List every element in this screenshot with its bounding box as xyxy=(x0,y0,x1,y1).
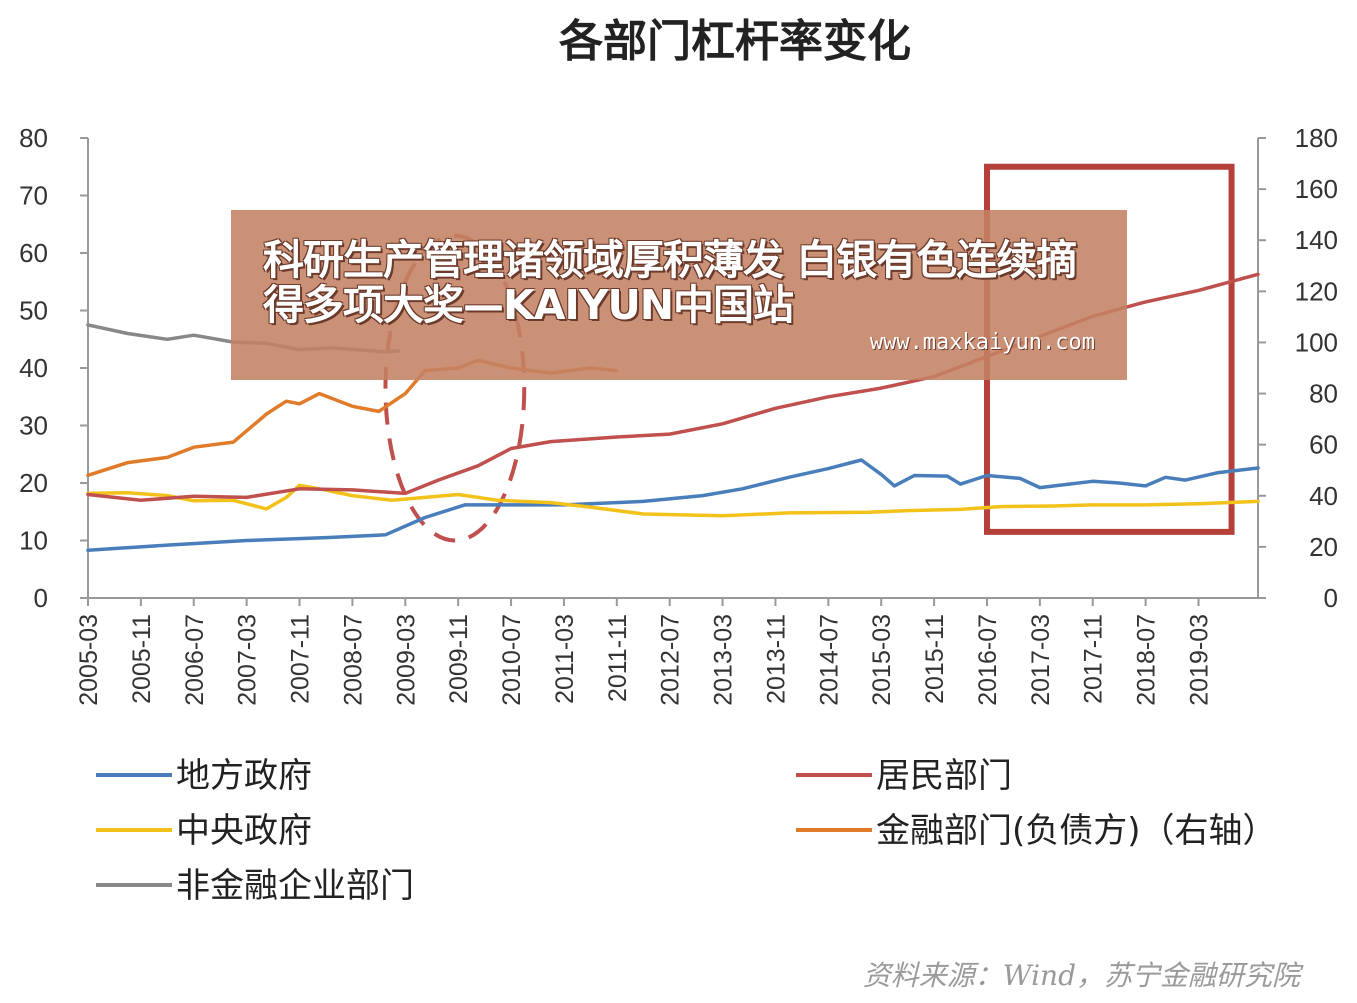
left-tick-label: 50 xyxy=(19,296,48,326)
left-tick-label: 30 xyxy=(19,411,48,441)
x-tick-label: 2017-11 xyxy=(1080,614,1108,704)
x-tick-label: 2015-11 xyxy=(921,614,949,704)
left-tick-label: 80 xyxy=(19,123,48,153)
x-tick-label: 2005-03 xyxy=(75,614,103,706)
x-tick-label: 2015-03 xyxy=(868,614,896,706)
x-tick-label: 2011-11 xyxy=(604,614,632,702)
legend-label: 金融部门(负债方)（右轴） xyxy=(876,811,1277,851)
right-tick-label: 80 xyxy=(1309,379,1338,409)
right-tick-label: 40 xyxy=(1309,481,1338,511)
right-tick-label: 140 xyxy=(1295,225,1338,255)
x-tick-label: 2016-07 xyxy=(974,614,1002,706)
x-tick-label: 2008-07 xyxy=(339,614,367,706)
x-tick-label: 2013-03 xyxy=(710,614,738,706)
watermark-banner: 科研生产管理诸领域厚积薄发 白银有色连续摘得多项大奖—KAIYUN中国站 www… xyxy=(231,210,1127,380)
x-tick-label: 2012-07 xyxy=(657,614,685,706)
x-tick-label: 2006-07 xyxy=(181,614,209,706)
legend-label: 居民部门 xyxy=(876,756,1012,796)
x-tick-label: 2005-11 xyxy=(128,614,156,704)
source-note: 资料来源：Wind，苏宁金融研究院 xyxy=(863,959,1304,992)
chart-title: 各部门杠杆率变化 xyxy=(559,16,911,67)
x-tick-label: 2014-07 xyxy=(815,614,843,706)
left-tick-label: 20 xyxy=(19,468,48,498)
right-tick-label: 60 xyxy=(1309,430,1338,460)
x-tick-label: 2009-03 xyxy=(392,614,420,706)
x-tick-label: 2007-11 xyxy=(287,614,315,704)
chart-axes: 0 10 20 30 40 50 60 70 80 0 20 40 60 80 100 120 140 160 18… xyxy=(19,123,1338,706)
banner-url: www.maxkaiyun.com xyxy=(869,330,1095,355)
right-tick-label: 160 xyxy=(1295,174,1338,204)
right-tick-label: 20 xyxy=(1309,532,1338,562)
x-tick-label: 2009-11 xyxy=(445,614,473,704)
left-tick-label: 10 xyxy=(19,526,48,556)
series-line xyxy=(86,483,1260,518)
left-tick-label: 70 xyxy=(19,181,48,211)
x-tick-label: 2017-03 xyxy=(1027,614,1055,706)
right-tick-label: 120 xyxy=(1295,276,1338,306)
right-tick-label: 0 xyxy=(1324,583,1338,613)
right-tick-label: 100 xyxy=(1295,327,1338,357)
x-tick-label: 2011-03 xyxy=(551,614,579,704)
series-line xyxy=(86,458,1260,553)
legend-label: 中央政府 xyxy=(176,811,312,851)
legend-label: 非金融企业部门 xyxy=(176,866,414,906)
banner-text: 科研生产管理诸领域厚积薄发 白银有色连续摘得多项大奖—KAIYUN中国站 xyxy=(263,236,1077,329)
x-tick-label: 2010-07 xyxy=(498,614,526,706)
x-tick-label: 2018-07 xyxy=(1133,614,1161,706)
legend-label: 地方政府 xyxy=(176,756,312,796)
x-tick-label: 2007-03 xyxy=(234,614,262,706)
x-tick-label: 2013-11 xyxy=(762,614,790,704)
x-tick-label: 2019-03 xyxy=(1186,614,1214,706)
left-tick-label: 40 xyxy=(19,353,48,383)
right-tick-label: 180 xyxy=(1295,123,1338,153)
left-tick-label: 60 xyxy=(19,238,48,268)
left-tick-label: 0 xyxy=(34,583,48,613)
